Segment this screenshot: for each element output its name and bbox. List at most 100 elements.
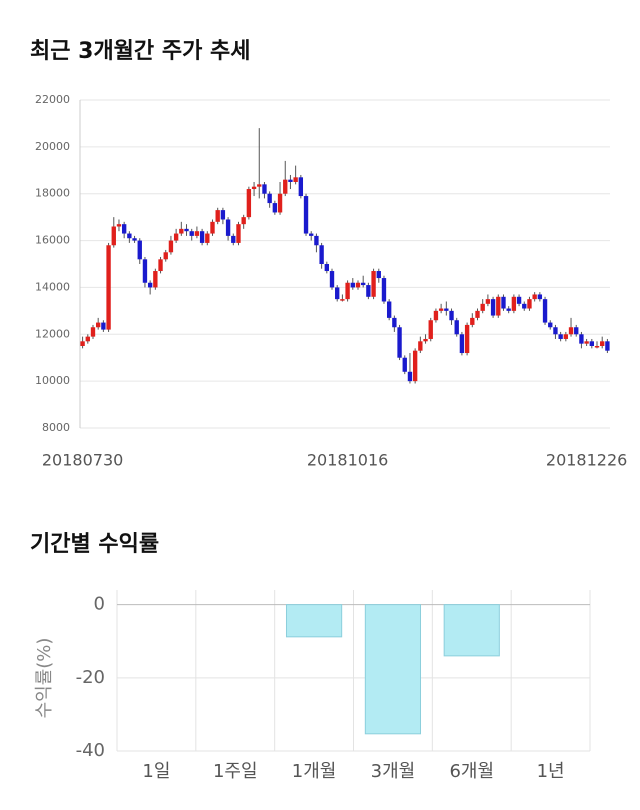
candle-body [459,334,465,354]
candle-body [449,310,454,321]
candle-body [116,224,122,227]
candle-body [215,210,220,222]
candle-body [376,271,381,279]
candle-body [490,299,496,316]
candle-body [412,350,418,382]
candle-body [361,282,366,286]
candle-body [319,245,324,264]
y-tick-label: 14000 [35,280,70,293]
candle-body [137,240,142,260]
candle-body [584,341,589,344]
candle-body [298,177,304,197]
candle-body [283,179,288,194]
x-tick-label: 3개월 [371,761,416,782]
x-tick-label: 20180730 [42,451,123,470]
candle-body [392,317,397,328]
candle-body [96,322,101,328]
candle-body [438,308,444,311]
candle-body [407,371,413,382]
candle-body [397,327,402,358]
candle-body [366,285,371,297]
candle-body [496,296,501,316]
candle-body [309,233,314,236]
x-tick-label: 20181226 [546,451,627,470]
y-tick-label: 22000 [35,93,70,106]
candle-body [381,278,387,302]
candle-body [179,228,184,234]
candle-body [194,231,200,236]
candle-body [444,308,449,311]
x-tick-label: 1년 [537,761,565,782]
y-tick-label: -20 [76,667,105,688]
candle-body [418,341,423,351]
y-tick-label: -40 [76,740,105,761]
bar [364,604,422,735]
candle-body [423,338,428,342]
candle-body [355,282,361,288]
candle-body [579,334,584,344]
candle-body [516,296,522,304]
candle-body [132,238,137,241]
candle-body [402,357,407,372]
candle-body [90,327,96,337]
bar [443,604,500,657]
candle-body [236,224,241,243]
bar [285,604,343,638]
chart-title: 최근 3개월간 주가 추세 [30,39,250,64]
candle-body [85,336,90,342]
candle-body [272,203,278,213]
candle-body [371,271,376,297]
x-tick-label: 1일 [142,761,170,782]
candle-body [522,303,527,309]
candle-body [101,322,106,330]
candle-body [210,221,215,234]
candle-body [553,327,558,335]
candle-body [163,252,168,260]
candle-body [231,235,236,243]
candle-body [475,310,480,318]
candle-body [324,264,329,272]
candle-body [527,299,532,309]
candle-body [532,294,537,300]
y-tick-label: 16000 [35,234,70,247]
candle-body [345,282,350,300]
candle-body [80,341,85,346]
candle-body [537,294,543,300]
y-tick-label: 12000 [35,327,70,340]
candle-body [329,271,335,288]
candle-body [205,233,210,243]
candle-body [542,299,548,323]
candle-body [267,193,272,204]
candle-body [111,226,116,246]
candle-body [501,296,506,309]
candle-body [257,184,262,187]
y-tick-label: 8000 [42,421,70,434]
candle-body [470,317,475,325]
candle-body [147,282,153,288]
candle-body [220,210,226,220]
candle-body [241,217,246,225]
y-axis-title: 수익률(%) [34,638,55,719]
candle-body [314,235,319,246]
candle-body [511,296,517,311]
candle-body [485,299,491,304]
candle-body [288,179,293,182]
candle-body [158,259,163,272]
candle-body [142,259,148,283]
candle-body [293,177,298,182]
candle-body [480,303,485,311]
candle-body [428,320,433,339]
candle-body [127,233,132,239]
y-tick-label: 18000 [35,187,70,200]
candle-body [199,231,205,243]
candle-body [454,320,459,335]
candle-body [506,308,511,311]
x-tick-label: 20181016 [307,451,388,470]
x-tick-label: 1개월 [292,761,337,782]
chart-title: 기간별 수익률 [30,532,159,557]
candle-body [246,189,252,218]
candle-body [350,282,355,288]
x-tick-label: 1주일 [213,761,258,782]
candle-body [600,341,605,346]
